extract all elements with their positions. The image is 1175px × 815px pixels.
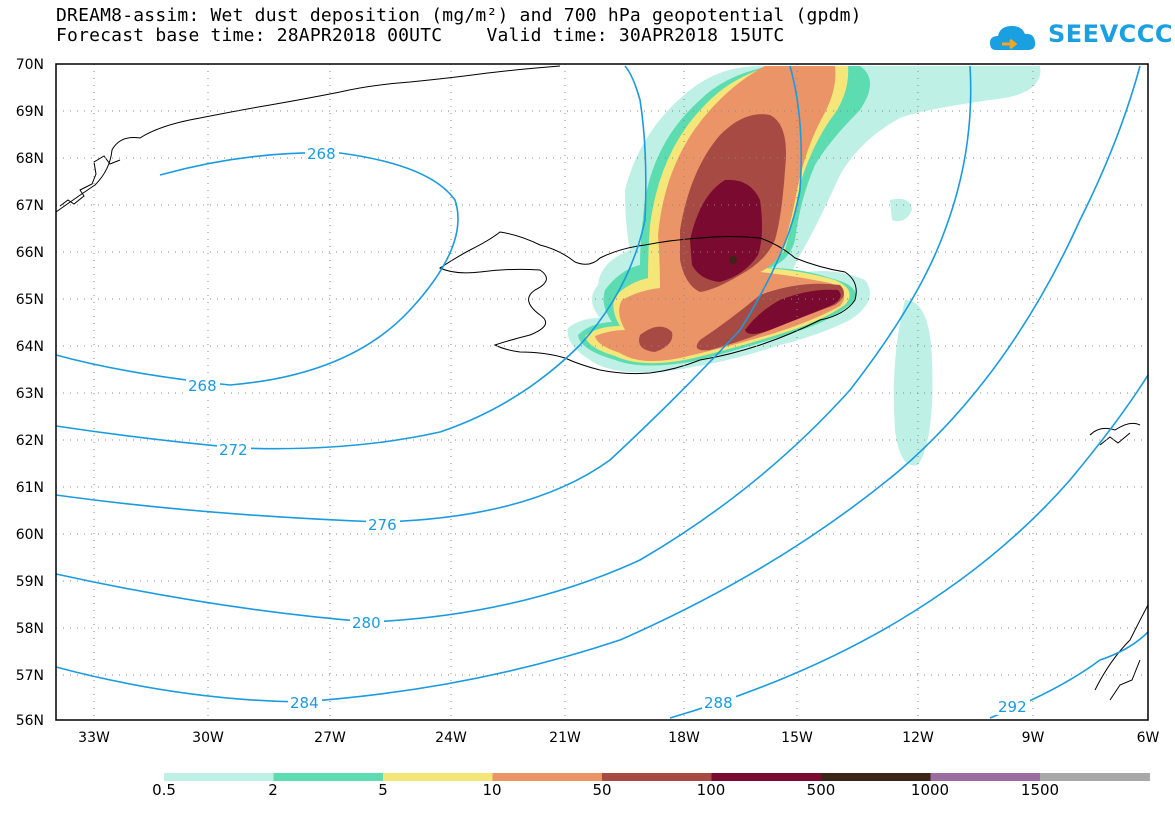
colorbar-swatch xyxy=(1040,773,1150,781)
colorbar-swatch xyxy=(930,773,1041,781)
contour-labels: 268 268 272 276 280 284 288 292 xyxy=(186,144,1030,716)
lon-label: 18W xyxy=(668,730,700,746)
lon-axis-labels: 33W 30W 27W 24W 21W 18W 15W 12W 9W 6W xyxy=(78,730,1159,746)
contour-label-280: 280 xyxy=(352,614,381,632)
contour-label-268b: 268 xyxy=(188,377,217,395)
lon-label: 9W xyxy=(1022,730,1045,746)
colorbar-swatch xyxy=(821,773,931,781)
colorbar-label: 10 xyxy=(482,781,502,799)
colorbar-swatch xyxy=(164,773,274,781)
logo-text: SEEVCCC xyxy=(1048,20,1173,48)
map-title: DREAM8-assim: Wet dust deposition (mg/m²… xyxy=(56,5,862,26)
contour-label-284: 284 xyxy=(290,694,319,712)
colorbar-label: 0.5 xyxy=(152,781,176,799)
colorbar-label: 50 xyxy=(592,781,612,799)
lat-label: 64N xyxy=(16,339,44,355)
lat-label: 66N xyxy=(16,245,44,261)
lat-label: 67N xyxy=(16,198,44,214)
lat-label: 61N xyxy=(16,480,44,496)
contour-label-272: 272 xyxy=(219,441,248,459)
lat-axis-labels: 70N 69N 68N 67N 66N 65N 64N 63N 62N 61N … xyxy=(16,57,44,729)
lon-label: 30W xyxy=(192,730,224,746)
lat-label: 65N xyxy=(16,292,44,308)
lat-label: 63N xyxy=(16,386,44,402)
colorbar xyxy=(164,773,1150,781)
lat-label: 70N xyxy=(16,57,44,73)
colorbar-label: 1000 xyxy=(910,781,950,799)
colorbar-label: 5 xyxy=(378,781,388,799)
coastlines xyxy=(55,65,1149,701)
lat-label: 59N xyxy=(16,574,44,590)
colorbar-label: 500 xyxy=(806,781,836,799)
lon-label: 21W xyxy=(549,730,581,746)
colorbar-label: 2 xyxy=(268,781,278,799)
map-frame xyxy=(55,63,1149,721)
colorbar-swatch xyxy=(383,773,493,781)
lon-label: 24W xyxy=(435,730,467,746)
colorbar-swatch xyxy=(492,773,603,781)
map-subtitle: Forecast base time: 28APR2018 00UTC Vali… xyxy=(56,25,785,46)
lon-label: 15W xyxy=(781,730,813,746)
lat-label: 62N xyxy=(16,433,44,449)
lat-label: 68N xyxy=(16,151,44,167)
dust-deposition-fill xyxy=(567,66,1041,466)
contour-label-276: 276 xyxy=(368,516,397,534)
lon-label: 12W xyxy=(902,730,934,746)
lat-label: 57N xyxy=(16,668,44,684)
seevccc-cloud-logo-icon xyxy=(990,26,1036,50)
lon-label: 33W xyxy=(78,730,110,746)
contour-label-268a: 268 xyxy=(307,145,336,163)
colorbar-label: 100 xyxy=(696,781,726,799)
lon-label: 6W xyxy=(1137,730,1160,746)
colorbar-swatch xyxy=(273,773,384,781)
lat-label: 60N xyxy=(16,527,44,543)
contour-label-288: 288 xyxy=(704,694,733,712)
lon-label: 27W xyxy=(314,730,346,746)
lat-label: 58N xyxy=(16,621,44,637)
contour-label-292: 292 xyxy=(998,698,1027,716)
colorbar-swatch xyxy=(602,773,712,781)
lat-label: 69N xyxy=(16,104,44,120)
lat-label: 56N xyxy=(16,713,44,729)
colorbar-swatch xyxy=(711,773,822,781)
colorbar-label: 1500 xyxy=(1020,781,1060,799)
